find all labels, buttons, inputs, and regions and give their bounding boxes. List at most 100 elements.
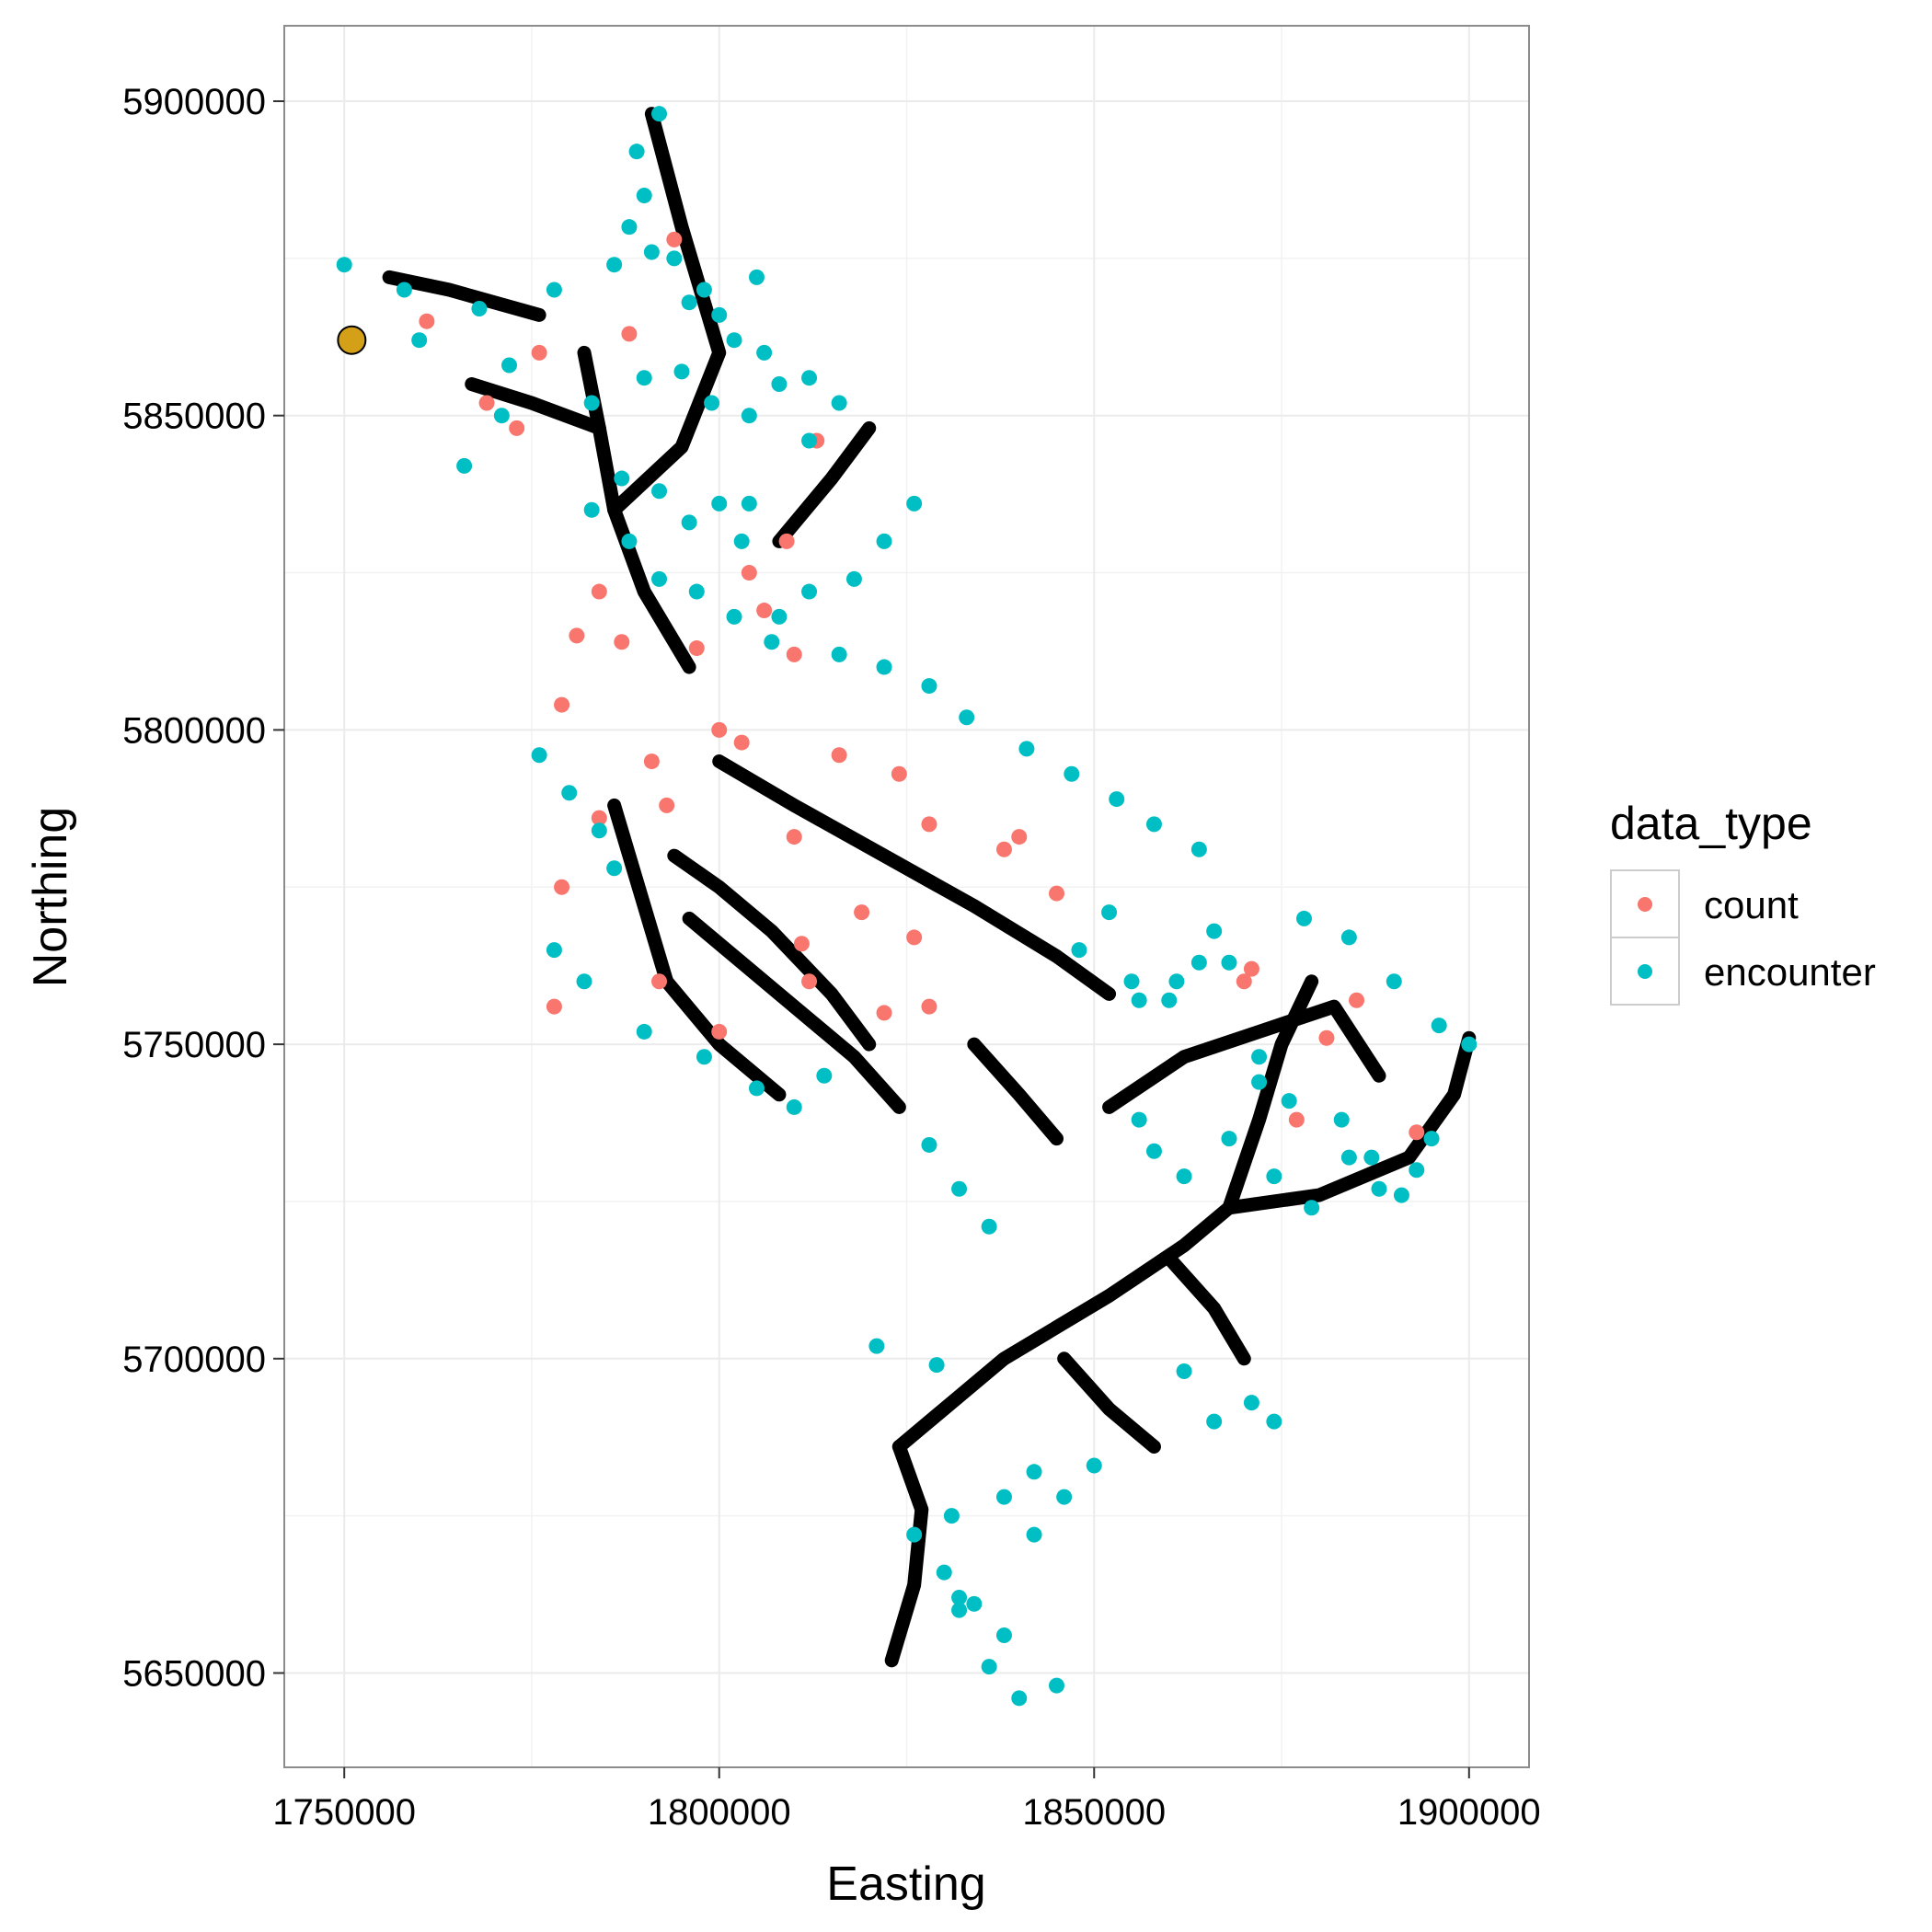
point-encounter <box>1461 1036 1478 1052</box>
point-encounter <box>951 1589 968 1605</box>
y-tick-label: 5800000 <box>122 710 266 751</box>
point-encounter <box>981 1659 997 1675</box>
point-count <box>1288 1111 1305 1128</box>
point-count <box>419 313 435 329</box>
point-count <box>921 998 937 1015</box>
point-count <box>659 797 675 813</box>
point-encounter <box>583 395 600 411</box>
point-encounter <box>1131 1111 1147 1128</box>
point-encounter <box>1161 992 1178 1008</box>
point-encounter <box>606 257 623 273</box>
point-count <box>831 747 847 764</box>
x-tick-label: 1800000 <box>648 1792 791 1833</box>
network-segment <box>1222 1030 1477 1215</box>
point-count <box>1236 973 1252 990</box>
point-encounter <box>921 1136 937 1153</box>
point-encounter <box>801 370 818 386</box>
point-count <box>569 627 585 644</box>
point-encounter <box>606 860 623 877</box>
y-axis-ticks: 5650000 5700000 5750000 5800000 5850000 59000… <box>122 82 284 1694</box>
point-count <box>509 420 525 436</box>
point-encounter <box>845 570 862 587</box>
point-encounter <box>1340 929 1357 946</box>
point-encounter <box>456 457 473 474</box>
point-encounter <box>1049 1677 1065 1694</box>
plot-panel-border <box>283 25 1530 1768</box>
point-encounter <box>1393 1187 1409 1203</box>
point-count <box>643 753 660 770</box>
point-count <box>711 721 728 738</box>
point-encounter <box>614 470 630 487</box>
point-encounter <box>1206 1413 1223 1430</box>
point-encounter <box>1409 1162 1425 1179</box>
point-encounter <box>681 294 697 311</box>
network-segment <box>682 911 906 1114</box>
point-encounter <box>771 376 788 393</box>
point-count <box>1011 829 1028 845</box>
network-segment <box>712 754 1117 1001</box>
point-count <box>854 904 870 921</box>
point-encounter <box>1026 1464 1042 1480</box>
point-encounter <box>726 332 742 349</box>
network-segment <box>607 107 727 517</box>
network-segment <box>465 377 606 435</box>
network-segment <box>1057 1351 1161 1454</box>
point-encounter <box>1251 1049 1268 1065</box>
y-axis-title: Northing <box>24 807 77 988</box>
point-encounter <box>868 1338 885 1354</box>
point-count <box>554 879 570 895</box>
point-encounter <box>921 678 937 695</box>
point-encounter <box>1145 1143 1162 1159</box>
point-encounter <box>771 608 788 625</box>
point-encounter <box>936 1564 952 1581</box>
point-encounter <box>696 1049 712 1065</box>
point-count <box>793 936 810 952</box>
point-count <box>756 603 773 619</box>
point-encounter <box>1123 973 1140 990</box>
point-encounter <box>546 942 562 959</box>
point-encounter <box>621 533 638 549</box>
point-encounter <box>831 395 847 411</box>
point-encounter <box>1131 992 1147 1008</box>
point-count <box>688 640 705 657</box>
y-tick-label: 5900000 <box>122 82 266 122</box>
point-count <box>711 1023 728 1040</box>
point-encounter <box>1266 1168 1282 1185</box>
legend-label-encounter: encounter <box>1704 950 1876 994</box>
point-encounter <box>336 257 352 273</box>
point-encounter <box>748 1080 765 1097</box>
point-count <box>1318 1029 1335 1046</box>
x-axis-title: Easting <box>826 1857 985 1911</box>
point-encounter <box>696 282 712 298</box>
point-encounter <box>726 608 742 625</box>
point-encounter <box>1304 1200 1320 1216</box>
point-encounter <box>1071 942 1087 959</box>
network-segment <box>884 1439 929 1668</box>
point-encounter <box>396 282 412 298</box>
x-axis-ticks: 1750000 1800000 1850000 1900000 <box>272 1767 1541 1833</box>
point-encounter <box>1026 1526 1042 1543</box>
y-tick-label: 5650000 <box>122 1653 266 1694</box>
point-count <box>621 326 638 342</box>
point-encounter <box>1386 973 1402 990</box>
point-encounter <box>876 533 892 549</box>
network-segment <box>967 1037 1064 1146</box>
point-encounter <box>1145 816 1162 833</box>
legend-label-count: count <box>1704 883 1799 926</box>
point-count <box>651 973 668 990</box>
point-count <box>554 696 570 713</box>
point-encounter <box>1221 1131 1237 1147</box>
highlighted-site-point <box>337 325 367 355</box>
point-encounter <box>741 495 757 512</box>
point-encounter <box>711 306 728 323</box>
point-count <box>1349 992 1365 1008</box>
network-segment <box>1102 999 1386 1114</box>
legend: data_type count encounter <box>1610 798 1876 1006</box>
point-count <box>891 765 907 782</box>
point-encounter <box>1190 954 1207 971</box>
point-count <box>1243 960 1259 977</box>
point-count <box>733 734 750 751</box>
point-encounter <box>1431 1018 1447 1034</box>
point-encounter <box>943 1508 960 1524</box>
point-encounter <box>1333 1111 1350 1128</box>
